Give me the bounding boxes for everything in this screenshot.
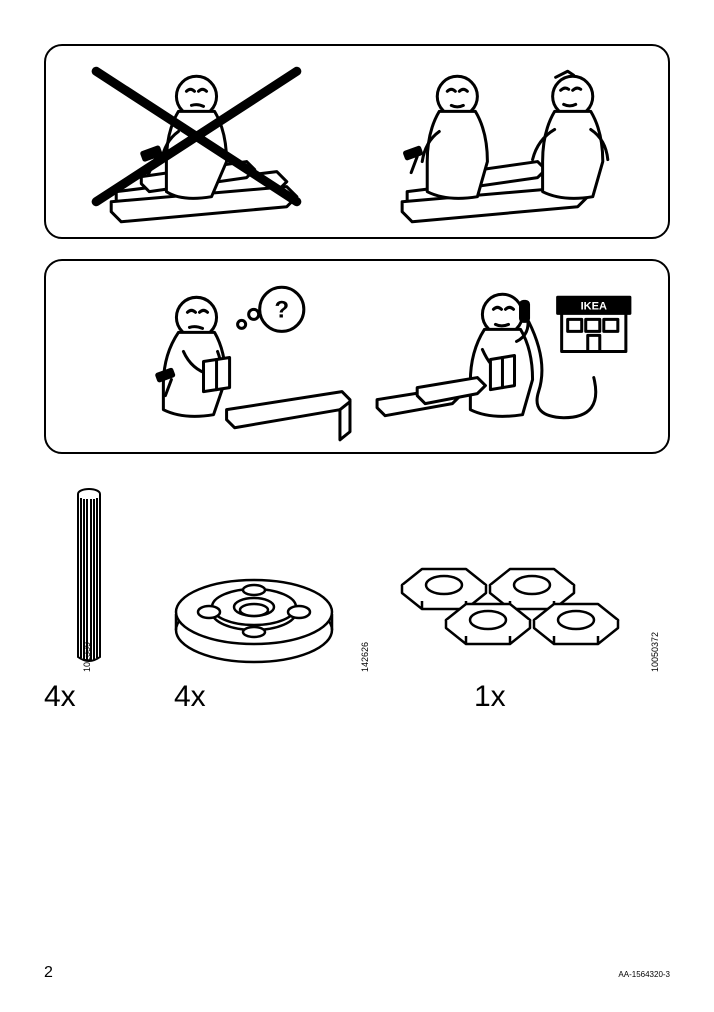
part-number: 101339 xyxy=(82,642,92,672)
hardware-cam-disc: 142626 4x xyxy=(144,552,364,714)
quantity-label: 1x xyxy=(474,680,506,714)
dowel-icon xyxy=(69,482,119,672)
call-help-diagram: ? xyxy=(46,261,668,452)
hex-cluster-icon xyxy=(364,542,664,672)
question-mark: ? xyxy=(274,296,289,323)
hardware-dowel: 101339 4x xyxy=(44,482,144,714)
panel-assembly-people xyxy=(44,44,670,239)
quantity-label: 4x xyxy=(174,680,206,714)
part-number: 10050372 xyxy=(650,632,660,672)
hardware-hex-pads: 10050372 1x xyxy=(364,542,664,714)
two-people-diagram xyxy=(46,46,668,237)
page-footer: 2 AA-1564320-3 xyxy=(44,964,670,982)
page-number: 2 xyxy=(44,964,53,982)
ikea-store-label: IKEA xyxy=(581,300,607,312)
panel-help-call-ikea: ? xyxy=(44,259,670,454)
hardware-list: 101339 4x 1426 xyxy=(44,494,670,714)
cam-disc-icon xyxy=(159,552,349,672)
quantity-label: 4x xyxy=(44,680,76,714)
document-code: AA-1564320-3 xyxy=(618,970,670,979)
